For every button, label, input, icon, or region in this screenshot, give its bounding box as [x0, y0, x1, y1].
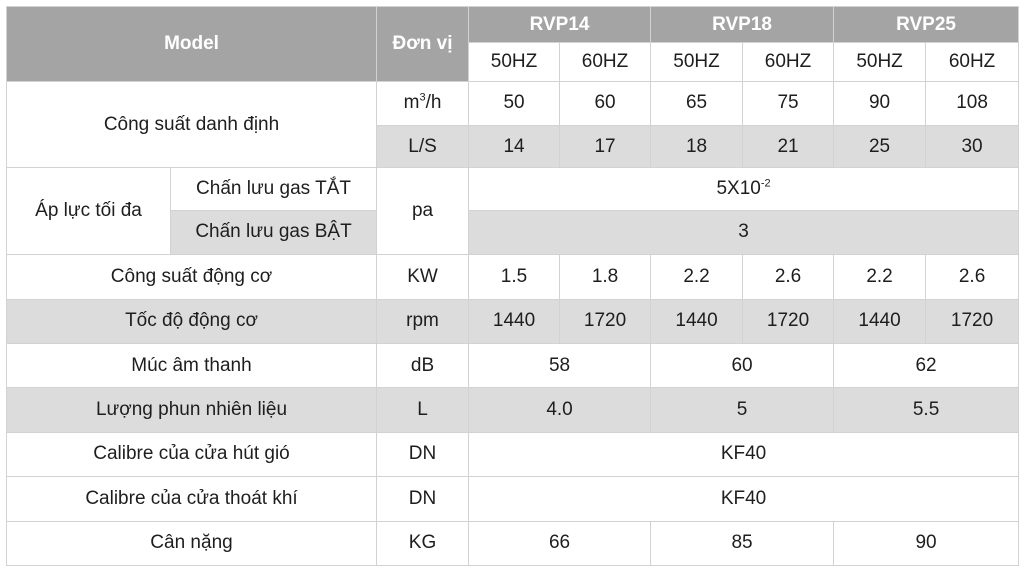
value-cell: 1440: [833, 298, 927, 344]
unit-header: Đơn vị: [376, 6, 470, 82]
row-label-max-pressure: Áp lực tối đa: [6, 167, 171, 256]
unit-cell: L: [376, 387, 470, 433]
unit-cell: m3/h: [376, 80, 470, 127]
value-cell: 1.8: [559, 254, 652, 300]
table-row: Áp lực tối đa Chấn lưu gas TẮT pa 5X10-2: [6, 167, 1020, 256]
unit-cell: L/S: [376, 125, 470, 169]
sub-label-gas-on: Chấn lưu gas BẬT: [169, 209, 378, 256]
value-cell: 60: [650, 342, 835, 389]
sub-label-gas-off: Chấn lưu gas TẮT: [169, 167, 378, 211]
model-header: Model: [5, 6, 378, 82]
value-cell: 90: [833, 80, 927, 127]
row-label-motor-speed: Tốc độ động cơ: [5, 298, 378, 344]
header-row-models: Model Đơn vị RVP14 RVP18 RVP25: [5, 5, 1020, 82]
value-cell: 2.6: [742, 254, 835, 300]
value-cell: 4.0: [468, 387, 652, 433]
table-row: Công suất danh định m3/h 50 60 65 75 90 …: [5, 80, 1020, 169]
value-cell: 108: [925, 80, 1020, 127]
value-cell: KF40: [468, 431, 1020, 478]
value-cell: 60: [559, 80, 652, 127]
row-label-weight: Cân nặng: [5, 520, 378, 567]
model-rvp18-header: RVP18: [650, 5, 835, 44]
value-cell: 50: [468, 80, 561, 127]
value-cell: 75: [742, 80, 835, 127]
header-row-freqs: 50HZ 60HZ 50HZ 60HZ 50HZ 60HZ: [7, 42, 1020, 82]
unit-cell: KW: [376, 254, 470, 300]
unit-cell: rpm: [376, 298, 470, 344]
value-cell: 14: [468, 125, 561, 169]
spec-table: Model Đơn vị RVP14 RVP18 RVP25 50HZ 60HZ…: [5, 5, 1020, 567]
unit-cell: pa: [376, 167, 470, 256]
value-cell: 85: [650, 520, 835, 567]
value-cell: 1720: [559, 298, 652, 344]
freq-header: 50HZ: [833, 42, 927, 82]
value-cell: 18: [650, 125, 744, 169]
table-row: Calibre của cửa thoát khí DN KF40: [5, 476, 1020, 522]
table-row: Tốc độ động cơ rpm 1440 1720 1440 1720 1…: [5, 298, 1020, 344]
freq-header: 50HZ: [468, 42, 561, 82]
value-cell: 2.2: [833, 254, 927, 300]
unit-cell: DN: [376, 431, 470, 478]
value-cell: 1720: [742, 298, 835, 344]
freq-header: 60HZ: [925, 42, 1020, 82]
value-cell: 2.2: [650, 254, 744, 300]
row-label-fuel-spray: Lượng phun nhiên liệu: [5, 387, 378, 433]
value-cell: 62: [833, 342, 1020, 389]
table-row: Cân nặng KG 66 85 90: [5, 520, 1020, 567]
row-label-outlet-calibre: Calibre của cửa thoát khí: [5, 476, 378, 522]
value-cell: 5X10-2: [468, 167, 1020, 211]
table-row: Calibre của cửa hút gió DN KF40: [5, 431, 1020, 478]
value-cell: 66: [468, 520, 652, 567]
table-row: L/S 14 17 18 21 25 30: [7, 125, 1020, 169]
freq-header: 60HZ: [559, 42, 652, 82]
value-cell: 1440: [650, 298, 744, 344]
model-rvp25-header: RVP25: [833, 5, 1020, 44]
table-row: Chấn lưu gas BẬT 3: [7, 209, 1020, 256]
value-cell: 1720: [925, 298, 1020, 344]
value-cell: 5: [650, 387, 835, 433]
unit-cell: dB: [376, 342, 470, 389]
table-row: Múc âm thanh dB 58 60 62: [5, 342, 1020, 389]
unit-cell: KG: [376, 520, 470, 567]
value-cell: 1.5: [468, 254, 561, 300]
row-label-inlet-calibre: Calibre của cửa hút gió: [5, 431, 378, 478]
row-label-motor-power: Công suất động cơ: [5, 254, 378, 300]
value-cell: 17: [559, 125, 652, 169]
unit-cell: DN: [376, 476, 470, 522]
table-row: Lượng phun nhiên liệu L 4.0 5 5.5: [5, 387, 1020, 433]
value-cell: 2.6: [925, 254, 1020, 300]
value-cell: 58: [468, 342, 652, 389]
value-cell: 90: [833, 520, 1020, 567]
freq-header: 50HZ: [650, 42, 744, 82]
value-cell: 3: [468, 209, 1020, 256]
value-cell: 5.5: [833, 387, 1020, 433]
value-cell: 21: [742, 125, 835, 169]
freq-header: 60HZ: [742, 42, 835, 82]
value-cell: 25: [833, 125, 927, 169]
value-cell: 30: [925, 125, 1020, 169]
value-cell: 1440: [468, 298, 561, 344]
table-row: Công suất động cơ KW 1.5 1.8 2.2 2.6 2.2…: [5, 254, 1020, 300]
value-cell: 65: [650, 80, 744, 127]
row-label-rated-capacity: Công suất danh định: [5, 80, 378, 169]
row-label-sound-level: Múc âm thanh: [5, 342, 378, 389]
model-rvp14-header: RVP14: [468, 5, 652, 44]
value-cell: KF40: [468, 476, 1020, 522]
